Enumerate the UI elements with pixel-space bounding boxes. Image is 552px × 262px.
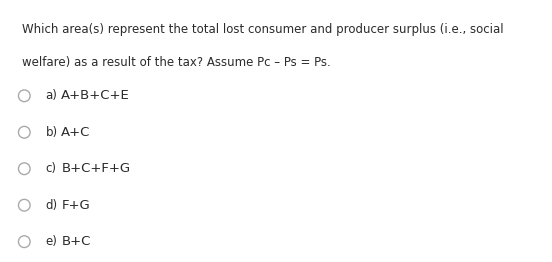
Text: d): d) (45, 199, 57, 212)
Text: B+C: B+C (61, 235, 91, 248)
Text: B+C+F+G: B+C+F+G (61, 162, 130, 175)
Text: A+C: A+C (61, 126, 91, 139)
Text: b): b) (45, 126, 57, 139)
Text: a): a) (45, 89, 57, 102)
Text: e): e) (45, 235, 57, 248)
Text: A+B+C+E: A+B+C+E (61, 89, 130, 102)
Text: Which area(s) represent the total lost consumer and producer surplus (i.e., soci: Which area(s) represent the total lost c… (22, 23, 503, 36)
Text: welfare) as a result of the tax? Assume Pc – Ps = Ps.: welfare) as a result of the tax? Assume … (22, 56, 331, 69)
Text: F+G: F+G (61, 199, 90, 212)
Text: c): c) (45, 162, 56, 175)
